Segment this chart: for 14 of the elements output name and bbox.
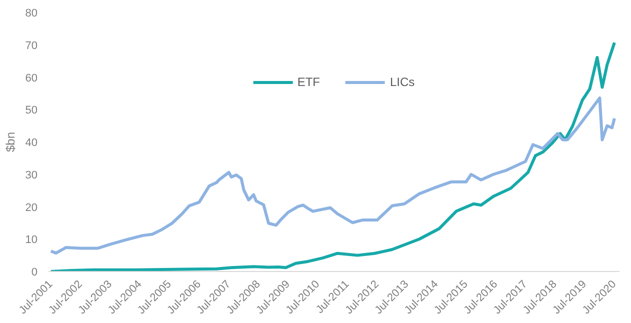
line-series xyxy=(49,41,616,272)
legend-label: LICs xyxy=(390,75,415,89)
y-tick-label: 10 xyxy=(25,234,38,246)
y-tick-label: 20 xyxy=(25,202,38,214)
legend-label: ETF xyxy=(297,75,320,89)
y-tick-label: 50 xyxy=(25,104,38,117)
y-tick-label: 70 xyxy=(25,40,38,52)
y-tick-label: 60 xyxy=(25,72,38,84)
y-tick-label: 0 xyxy=(31,266,38,278)
y-tick-label: 30 xyxy=(25,169,38,182)
y-tick-label: 40 xyxy=(25,137,38,149)
line-series xyxy=(49,96,616,255)
y-axis-title: $bn xyxy=(3,132,18,152)
y-tick-label: 80 xyxy=(25,8,38,20)
